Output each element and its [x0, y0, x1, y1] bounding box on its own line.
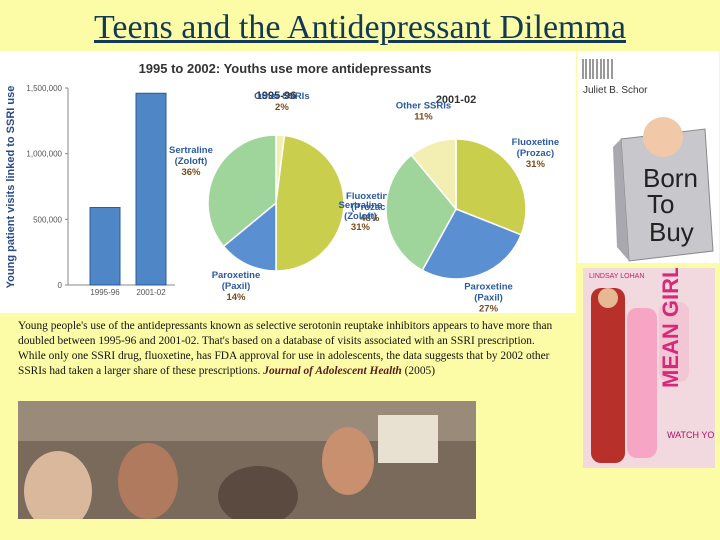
caption-text: Young people's use of the antidepressant… — [18, 320, 553, 377]
person — [322, 427, 374, 495]
x-tick-label: 2001-02 — [136, 288, 166, 297]
y-tick-label: 500,000 — [33, 215, 62, 224]
slice-name: Sertraline — [339, 200, 383, 211]
y-tick-label: 1,000,000 — [26, 150, 62, 159]
crowd — [218, 466, 298, 519]
slide-title: Teens and the Antidepressant Dilemma — [93, 9, 627, 46]
slice-value: 48% — [360, 213, 380, 224]
slice-name: Fluoxetine — [346, 191, 394, 202]
y-tick-label: 1,500,000 — [26, 84, 62, 93]
slice-name: Other SSRIs — [254, 91, 309, 102]
pie-title: 2001-02 — [436, 94, 476, 106]
person — [118, 443, 178, 519]
slice-name: Fluoxetine — [512, 137, 560, 148]
pie-slice — [385, 154, 457, 272]
poster-actor: LINDSAY LOHAN — [589, 273, 644, 280]
slice-label: Sertraline (Zoloft) 31% — [339, 200, 383, 233]
sign — [378, 415, 438, 463]
slice-name: (Paxil) — [222, 281, 251, 292]
year: (2005) — [404, 365, 436, 377]
slice-name: (Zoloft) — [344, 211, 377, 222]
barcode — [582, 59, 613, 79]
figure — [627, 308, 657, 458]
journal: Journal of Adolescent Health — [263, 365, 402, 377]
slice-value: 27% — [479, 303, 499, 313]
y-tick-label: 0 — [58, 281, 63, 290]
slice-name: Sertraline — [169, 145, 213, 156]
pie-slice — [207, 134, 277, 248]
slice-label: Paroxetine (Paxil) 27% — [464, 281, 513, 313]
slice-label: Other SSRIs 11% — [396, 101, 451, 123]
slice-value: 14% — [226, 292, 246, 303]
bag-side — [613, 139, 629, 261]
slice-value: 31% — [351, 222, 371, 233]
x-tick-label: 1995-96 — [90, 288, 120, 297]
pie-slice — [275, 134, 345, 272]
slice-value: 2% — [275, 102, 289, 113]
slice-label: Other SSRIs 2% — [254, 91, 309, 113]
poster-image: LINDSAY LOHAN MEAN GIRLS WATCH YOUR BACK — [583, 268, 715, 468]
chart-title: 1995 to 2002: Youths use more antidepres… — [139, 61, 432, 76]
caption: Young people's use of the antidepressant… — [18, 319, 553, 379]
slice-name: (Zoloft) — [175, 156, 208, 167]
protest-photo — [18, 401, 476, 519]
person — [24, 451, 92, 519]
book-word: Buy — [649, 217, 694, 247]
slice-name: (Prozac) — [517, 148, 554, 159]
slice-label: Fluoxetine (Prozac) 31% — [512, 137, 560, 170]
book-image: Juliet B. Schor Born To Buy — [577, 51, 719, 263]
bar — [135, 92, 167, 286]
pie-slice — [455, 138, 527, 236]
pie-slice — [410, 138, 457, 212]
slice-name: (Paxil) — [474, 292, 503, 303]
baby-head — [643, 117, 683, 157]
slice-label: Paroxetine (Paxil) 14% — [212, 270, 261, 303]
slice-label: Sertraline (Zoloft) 36% — [169, 145, 213, 178]
book-word: To — [647, 189, 674, 219]
figure — [591, 288, 625, 463]
bar — [89, 207, 121, 286]
slice-value: 36% — [181, 167, 201, 178]
y-axis-label: Young patient visits linked to SSRI use — [5, 86, 17, 289]
slice-value: 11% — [414, 112, 433, 123]
book-author: Juliet B. Schor — [583, 85, 648, 96]
slice-name: Other SSRIs — [396, 101, 451, 112]
slice-name: Paroxetine — [464, 281, 513, 292]
poster-title: MEAN GIRLS — [658, 268, 683, 388]
slice-name: (Prozac) — [351, 202, 388, 213]
book-word: Born — [643, 163, 698, 193]
slice-label: Fluoxetine (Prozac) 48% — [346, 191, 394, 224]
pie-title: 1995-96 — [256, 90, 296, 102]
slice-name: Paroxetine — [212, 270, 261, 281]
pie-slice — [222, 201, 277, 272]
figure-head — [598, 288, 618, 308]
figure — [659, 302, 689, 382]
chart-panel: 1995 to 2002: Youths use more antidepres… — [0, 51, 576, 313]
slice-value: 31% — [526, 159, 546, 170]
poster-tagline: WATCH YOUR BACK — [667, 430, 715, 440]
